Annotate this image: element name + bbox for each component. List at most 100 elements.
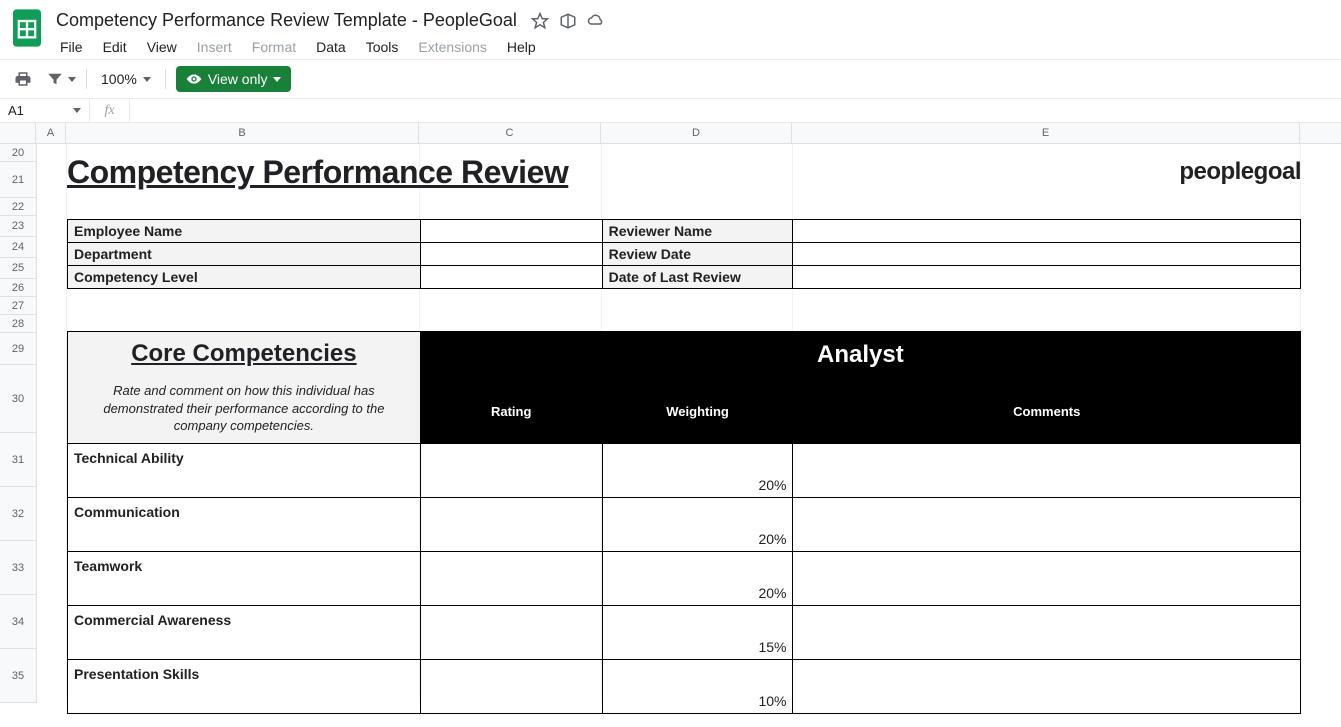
row-header[interactable]: 35 <box>0 649 36 703</box>
comments-cell[interactable] <box>793 551 1301 605</box>
column-headers: A B C D E <box>0 123 1341 144</box>
row-headers: 20212223242526272829303132333435 <box>0 144 37 703</box>
menu-data[interactable]: Data <box>308 35 354 59</box>
menu-view[interactable]: View <box>139 35 185 59</box>
rating-cell[interactable] <box>420 551 602 605</box>
row-header[interactable]: 28 <box>0 315 36 333</box>
zoom-dropdown[interactable]: 100% <box>97 71 155 87</box>
menu-format: Format <box>244 35 304 59</box>
row-header[interactable]: 31 <box>0 433 36 487</box>
column-header[interactable]: D <box>601 123 792 143</box>
row-header[interactable]: 24 <box>0 237 36 258</box>
column-header[interactable]: C <box>419 123 601 143</box>
table-row: Presentation Skills 10% <box>68 659 1301 713</box>
rating-cell[interactable] <box>420 605 602 659</box>
row-header[interactable]: 34 <box>0 595 36 649</box>
competency-label: Presentation Skills <box>68 659 421 713</box>
competency-table: Core Competencies Rate and comment on ho… <box>67 331 1301 714</box>
info-value[interactable] <box>420 243 602 266</box>
formula-input[interactable] <box>130 99 1341 122</box>
comments-cell[interactable] <box>793 659 1301 713</box>
name-box-value: A1 <box>8 103 24 118</box>
row-header[interactable]: 22 <box>0 198 36 216</box>
rating-cell[interactable] <box>420 443 602 497</box>
analyst-header: Analyst <box>420 332 1300 380</box>
comments-cell[interactable] <box>793 443 1301 497</box>
weighting-cell: 20% <box>602 551 793 605</box>
column-header[interactable]: A <box>36 123 66 143</box>
menu-extensions: Extensions <box>410 35 494 59</box>
info-value[interactable] <box>793 243 1301 266</box>
info-label: Employee Name <box>68 220 421 243</box>
title-bar: Competency Performance Review Template -… <box>0 0 1341 59</box>
core-competencies-header: Core Competencies Rate and comment on ho… <box>68 332 421 444</box>
weighting-cell: 20% <box>602 497 793 551</box>
menu-tools[interactable]: Tools <box>358 35 407 59</box>
table-row: Commercial Awareness 15% <box>68 605 1301 659</box>
print-icon[interactable] <box>10 66 36 92</box>
menu-bar: File Edit View Insert Format Data Tools … <box>52 35 1325 59</box>
row-header[interactable]: 23 <box>0 216 36 237</box>
rating-cell[interactable] <box>420 659 602 713</box>
table-row: Teamwork20% <box>68 551 1301 605</box>
table-row: Competency Level Date of Last Review <box>68 266 1301 289</box>
formula-bar: A1 fx <box>0 99 1341 123</box>
info-value[interactable] <box>793 220 1301 243</box>
info-label: Review Date <box>602 243 793 266</box>
info-value[interactable] <box>420 266 602 289</box>
comments-cell[interactable] <box>793 605 1301 659</box>
table-row: Employee NameReviewer Name <box>68 220 1301 243</box>
table-row: Communication 20% <box>68 497 1301 551</box>
row-header[interactable]: 25 <box>0 258 36 279</box>
info-value[interactable] <box>793 266 1301 289</box>
core-competencies-title: Core Competencies <box>76 340 412 368</box>
document-title[interactable]: Competency Performance Review Template -… <box>52 8 521 33</box>
toolbar: 100% View only <box>0 60 1341 98</box>
sheet-main-title: Competency Performance Review <box>67 154 1301 191</box>
zoom-value: 100% <box>101 71 137 87</box>
table-row: Department Review Date <box>68 243 1301 266</box>
move-icon[interactable] <box>559 12 577 30</box>
row-header[interactable]: 29 <box>0 333 36 365</box>
row-header[interactable]: 32 <box>0 487 36 541</box>
menu-insert: Insert <box>189 35 240 59</box>
row-header[interactable]: 33 <box>0 541 36 595</box>
weighting-header: Weighting <box>602 379 793 443</box>
table-row: Technical Ability20% <box>68 443 1301 497</box>
toolbar-separator <box>165 69 166 89</box>
select-all-corner[interactable] <box>0 123 36 143</box>
core-competencies-subtitle: Rate and comment on how this individual … <box>76 382 412 435</box>
info-label: Date of Last Review <box>602 266 793 289</box>
info-label: Competency Level <box>68 266 421 289</box>
name-box[interactable]: A1 <box>0 99 90 122</box>
info-table: Employee NameReviewer NameDepartment Revi… <box>67 219 1301 289</box>
rating-cell[interactable] <box>420 497 602 551</box>
cloud-status-icon[interactable] <box>587 12 605 30</box>
weighting-cell: 10% <box>602 659 793 713</box>
menu-edit[interactable]: Edit <box>95 35 135 59</box>
row-header[interactable]: 21 <box>0 162 36 198</box>
comments-cell[interactable] <box>793 497 1301 551</box>
row-header[interactable]: 30 <box>0 365 36 433</box>
row-header[interactable]: 27 <box>0 297 36 315</box>
competency-label: Commercial Awareness <box>68 605 421 659</box>
menu-help[interactable]: Help <box>499 35 544 59</box>
competency-label: Communication <box>68 497 421 551</box>
view-only-label: View only <box>208 71 268 87</box>
weighting-cell: 15% <box>602 605 793 659</box>
weighting-cell: 20% <box>602 443 793 497</box>
brand-logo-text: peoplegoal <box>1179 158 1301 186</box>
sheets-logo-icon[interactable] <box>12 8 42 48</box>
info-label: Department <box>68 243 421 266</box>
fx-icon: fx <box>90 99 130 122</box>
row-header[interactable]: 26 <box>0 279 36 297</box>
filter-icon[interactable] <box>46 66 76 92</box>
menu-file[interactable]: File <box>52 35 91 59</box>
view-only-button[interactable]: View only <box>176 66 292 92</box>
column-header[interactable]: E <box>792 123 1300 143</box>
column-header[interactable]: B <box>66 123 419 143</box>
row-header[interactable]: 20 <box>0 144 36 162</box>
toolbar-separator <box>86 69 87 89</box>
star-icon[interactable] <box>531 12 549 30</box>
info-value[interactable] <box>420 220 602 243</box>
